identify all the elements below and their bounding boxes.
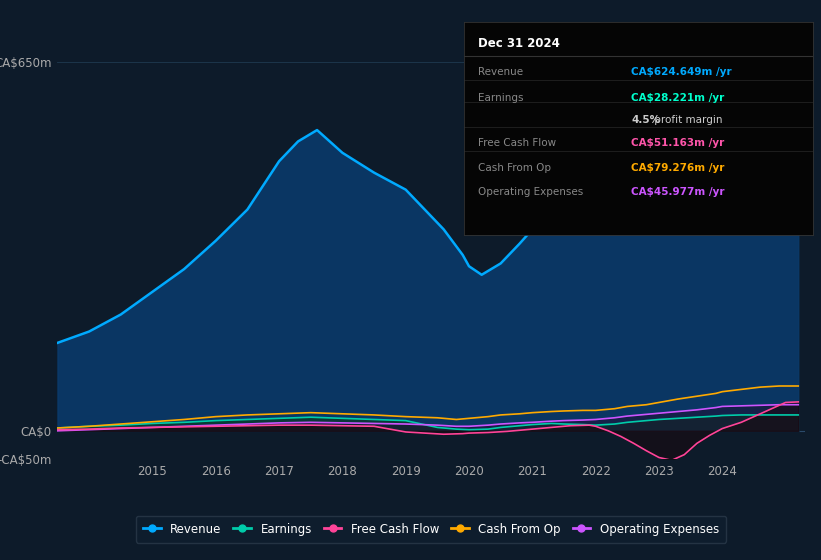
Text: Operating Expenses: Operating Expenses: [478, 188, 583, 197]
Text: Cash From Op: Cash From Op: [478, 163, 551, 173]
Text: CA$51.163m /yr: CA$51.163m /yr: [631, 138, 725, 148]
Text: 4.5%: 4.5%: [631, 115, 660, 125]
Text: Revenue: Revenue: [478, 67, 523, 77]
Text: profit margin: profit margin: [650, 115, 722, 125]
Text: CA$624.649m /yr: CA$624.649m /yr: [631, 67, 732, 77]
Text: CA$79.276m /yr: CA$79.276m /yr: [631, 163, 725, 173]
Text: CA$28.221m /yr: CA$28.221m /yr: [631, 92, 725, 102]
Text: Dec 31 2024: Dec 31 2024: [478, 38, 560, 50]
Text: CA$45.977m /yr: CA$45.977m /yr: [631, 188, 725, 197]
Text: Free Cash Flow: Free Cash Flow: [478, 138, 556, 148]
Text: Earnings: Earnings: [478, 92, 523, 102]
Legend: Revenue, Earnings, Free Cash Flow, Cash From Op, Operating Expenses: Revenue, Earnings, Free Cash Flow, Cash …: [136, 516, 726, 543]
